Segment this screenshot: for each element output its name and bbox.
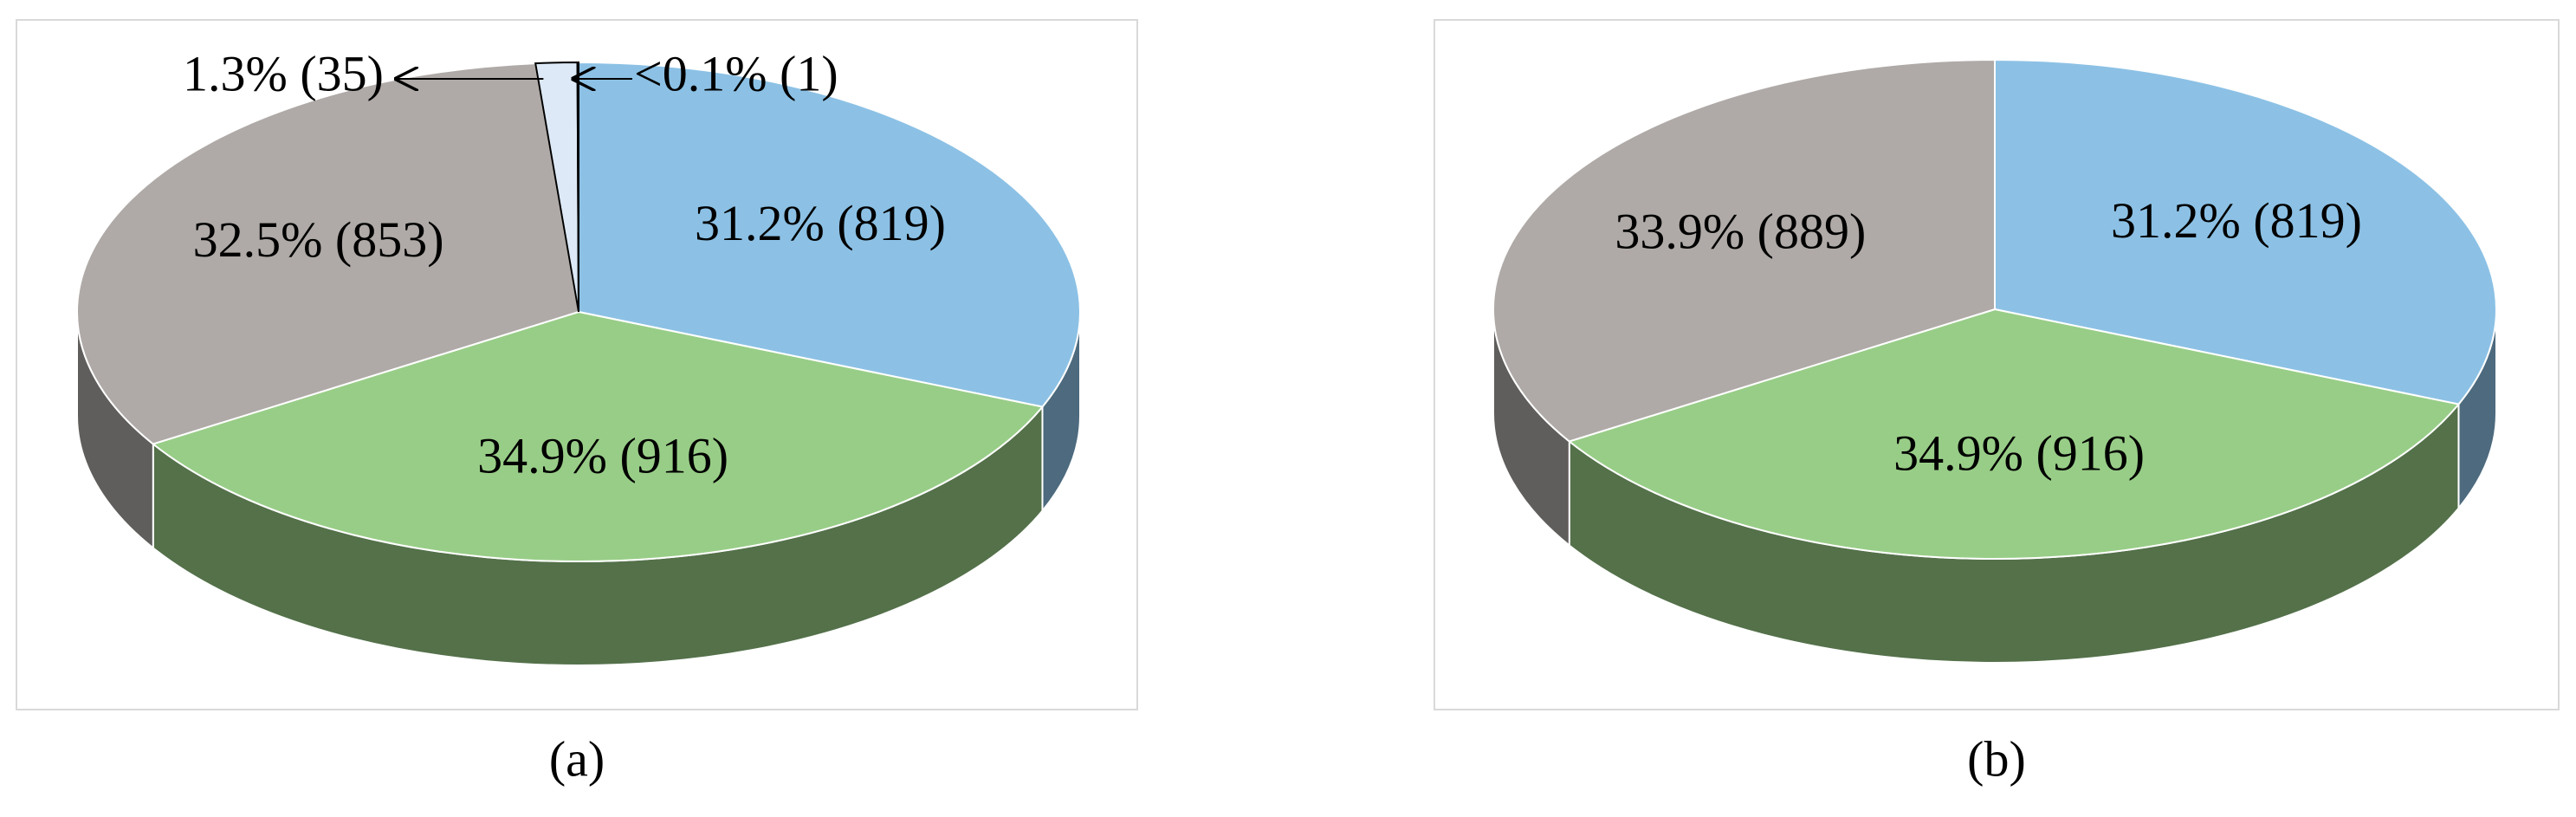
value-label: 31.2% (819) (2111, 192, 2362, 249)
value-label: 34.9% (916) (1893, 425, 2145, 482)
pie-slice (151, 310, 1045, 562)
value-label: 32.5% (853) (193, 211, 444, 268)
value-label: 1.3% (35) (183, 45, 384, 101)
pie-slice (1994, 58, 2497, 405)
value-label: 33.9% (889) (1615, 203, 1866, 259)
pie-slice (1492, 58, 1996, 443)
value-label: <0.1% (1) (634, 45, 838, 101)
pie-slice (1567, 308, 2461, 560)
value-label: 34.9% (916) (477, 428, 728, 484)
chart-caption: (b) (1967, 730, 2026, 787)
pie-slice (576, 61, 579, 313)
pie-slice (578, 61, 1081, 408)
pie-slice (76, 62, 580, 445)
value-label: 31.2% (819) (695, 195, 946, 251)
chart-caption: (a) (549, 730, 605, 787)
